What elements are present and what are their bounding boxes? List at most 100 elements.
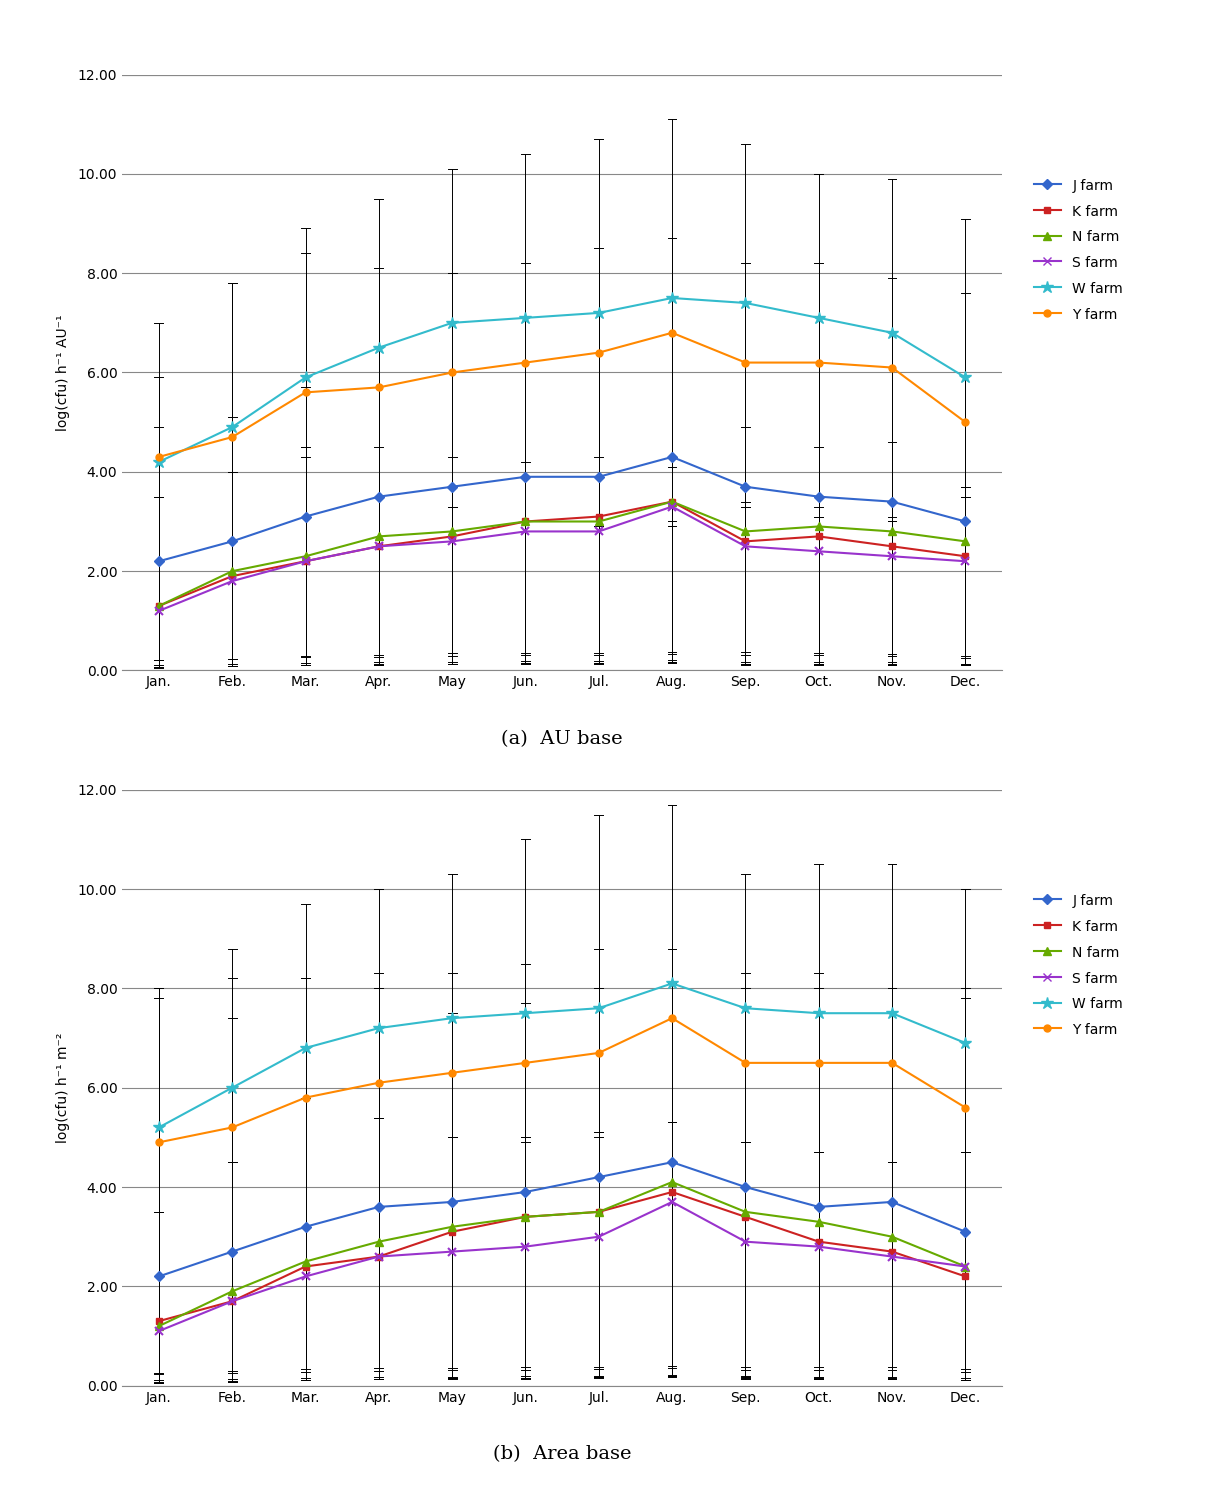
Y farm — [152, 1134, 166, 1152]
S farm — [958, 1258, 973, 1275]
J farm — [591, 1168, 606, 1186]
J farm — [152, 1268, 166, 1286]
J farm — [152, 553, 166, 571]
W farm — [152, 453, 166, 471]
N farm — [958, 1258, 973, 1275]
J farm — [298, 1217, 313, 1235]
S farm — [958, 553, 973, 571]
Y farm — [371, 378, 386, 396]
J farm — [371, 487, 386, 505]
N farm — [152, 597, 166, 615]
J farm — [225, 532, 240, 550]
N farm — [738, 1202, 753, 1220]
Y-axis label: log(cfu) h⁻¹ AU⁻¹: log(cfu) h⁻¹ AU⁻¹ — [55, 314, 70, 431]
J farm — [518, 468, 533, 486]
J farm — [298, 508, 313, 526]
J farm — [738, 1179, 753, 1196]
J farm — [958, 1223, 973, 1241]
K farm — [371, 538, 386, 556]
W farm — [298, 1039, 313, 1056]
Y farm — [298, 383, 313, 401]
S farm — [152, 602, 166, 620]
K farm — [665, 493, 679, 511]
W farm — [518, 1004, 533, 1022]
K farm — [518, 1208, 533, 1226]
W farm — [152, 1119, 166, 1137]
W farm — [225, 419, 240, 437]
N farm — [811, 517, 826, 535]
S farm — [445, 1243, 459, 1261]
J farm — [811, 487, 826, 505]
W farm — [371, 338, 386, 356]
S farm — [738, 538, 753, 556]
Y farm — [225, 428, 240, 446]
K farm — [885, 538, 899, 556]
Line: K farm: K farm — [155, 498, 969, 609]
K farm — [738, 532, 753, 550]
J farm — [225, 1243, 240, 1261]
W farm — [371, 1019, 386, 1037]
Y farm — [591, 1044, 606, 1062]
K farm — [665, 1183, 679, 1201]
W farm — [665, 289, 679, 307]
K farm — [591, 508, 606, 526]
Y farm — [518, 353, 533, 371]
J farm — [665, 1153, 679, 1171]
Y-axis label: log(cfu) h⁻¹ m⁻²: log(cfu) h⁻¹ m⁻² — [55, 1033, 70, 1143]
K farm — [518, 513, 533, 530]
S farm — [591, 523, 606, 541]
Legend: J farm, K farm, N farm, S farm, W farm, Y farm: J farm, K farm, N farm, S farm, W farm, … — [1026, 887, 1130, 1044]
K farm — [811, 1232, 826, 1250]
W farm — [298, 368, 313, 386]
W farm — [738, 294, 753, 311]
S farm — [665, 1193, 679, 1211]
K farm — [445, 527, 459, 545]
S farm — [811, 542, 826, 560]
K farm — [152, 597, 166, 615]
N farm — [811, 1213, 826, 1231]
Text: (a)  AU base: (a) AU base — [501, 730, 623, 748]
S farm — [518, 1238, 533, 1256]
K farm — [298, 1258, 313, 1275]
W farm — [958, 368, 973, 386]
Legend: J farm, K farm, N farm, S farm, W farm, Y farm: J farm, K farm, N farm, S farm, W farm, … — [1026, 171, 1130, 329]
S farm — [371, 1247, 386, 1265]
W farm — [958, 1034, 973, 1052]
S farm — [225, 572, 240, 590]
Y farm — [738, 353, 753, 371]
J farm — [371, 1198, 386, 1216]
W farm — [811, 308, 826, 326]
S farm — [665, 498, 679, 516]
Y farm — [665, 1009, 679, 1027]
Y farm — [518, 1053, 533, 1071]
Y farm — [298, 1089, 313, 1107]
Line: N farm: N farm — [155, 1179, 969, 1331]
N farm — [665, 1173, 679, 1191]
K farm — [591, 1202, 606, 1220]
W farm — [445, 314, 459, 332]
N farm — [518, 1208, 533, 1226]
Y farm — [811, 353, 826, 371]
N farm — [445, 1217, 459, 1235]
Y farm — [885, 1053, 899, 1071]
N farm — [885, 523, 899, 541]
Line: N farm: N farm — [155, 498, 969, 609]
Line: S farm: S farm — [155, 1198, 969, 1335]
Y farm — [811, 1053, 826, 1071]
Y farm — [885, 359, 899, 377]
Text: (b)  Area base: (b) Area base — [492, 1445, 632, 1463]
J farm — [591, 468, 606, 486]
Y farm — [591, 344, 606, 362]
Y farm — [225, 1119, 240, 1137]
N farm — [298, 1253, 313, 1271]
N farm — [371, 1232, 386, 1250]
N farm — [371, 527, 386, 545]
K farm — [811, 527, 826, 545]
Line: J farm: J farm — [155, 453, 969, 565]
N farm — [738, 523, 753, 541]
S farm — [591, 1228, 606, 1246]
W farm — [738, 1000, 753, 1018]
K farm — [958, 547, 973, 565]
N farm — [225, 562, 240, 580]
W farm — [591, 1000, 606, 1018]
